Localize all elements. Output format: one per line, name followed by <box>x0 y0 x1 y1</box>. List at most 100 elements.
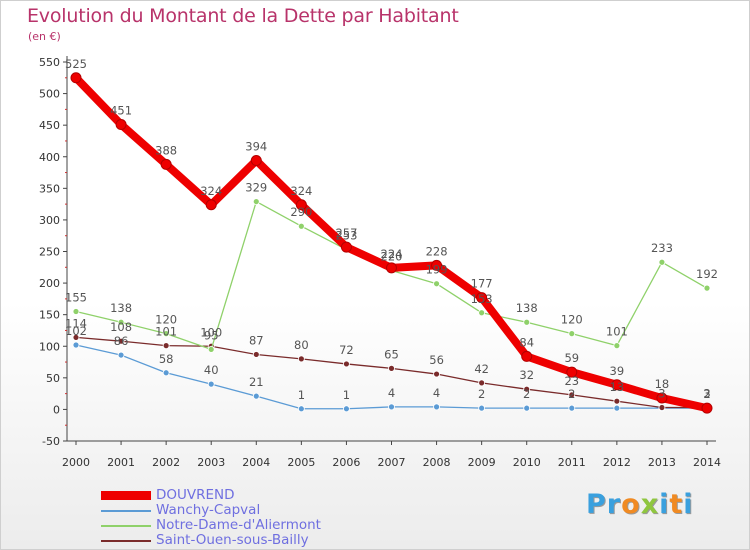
data-label: 257 <box>335 226 357 240</box>
data-point <box>252 198 260 205</box>
data-label: 233 <box>651 241 673 255</box>
data-point <box>523 385 531 393</box>
data-label: 42 <box>474 362 489 376</box>
legend-swatch-douvrend <box>101 491 151 500</box>
x-tick-label: 2009 <box>468 456 496 469</box>
data-label: 2 <box>568 387 575 401</box>
x-tick-label: 2004 <box>242 456 270 469</box>
data-point <box>297 222 305 230</box>
data-point <box>611 379 623 391</box>
data-label: 4 <box>388 386 395 400</box>
logo-letter: i <box>683 489 694 520</box>
x-tick-label: 2001 <box>107 456 135 469</box>
data-point <box>433 403 440 411</box>
data-label: 56 <box>429 353 444 367</box>
data-label: 3 <box>703 387 710 401</box>
y-tick-label: -50 <box>42 435 60 448</box>
data-point <box>568 330 576 338</box>
legend-swatch-notre-dame <box>101 525 151 527</box>
x-tick-label: 2008 <box>423 456 451 469</box>
logo-letter: x <box>640 489 660 520</box>
data-point <box>433 280 440 288</box>
data-label: 1 <box>343 388 350 402</box>
y-tick-label: 300 <box>39 214 60 227</box>
legend-swatch-wanchy-capval <box>101 510 151 512</box>
data-label: 39 <box>610 364 625 378</box>
data-point <box>568 404 576 412</box>
data-label: 394 <box>245 140 267 154</box>
data-label: 40 <box>204 363 219 377</box>
data-label: 87 <box>249 333 264 347</box>
y-tick-label: 150 <box>39 309 60 322</box>
data-label: 65 <box>384 347 399 361</box>
data-label: 23 <box>564 374 579 388</box>
data-point <box>568 391 576 399</box>
data-point <box>72 334 80 341</box>
y-tick-label: 400 <box>39 151 60 164</box>
data-point <box>478 379 486 387</box>
data-point <box>613 397 621 405</box>
data-label: 21 <box>249 375 264 389</box>
data-point <box>386 262 397 274</box>
data-label: 192 <box>696 267 718 281</box>
data-point <box>115 119 127 131</box>
x-tick-label: 2012 <box>603 456 631 469</box>
data-point <box>117 337 125 345</box>
data-point <box>658 258 666 266</box>
data-point <box>295 199 307 211</box>
data-point <box>478 309 486 317</box>
data-label: 100 <box>200 325 222 339</box>
data-point <box>297 355 305 363</box>
data-label: 101 <box>155 325 177 339</box>
data-point <box>433 370 440 378</box>
y-tick-label: 450 <box>39 119 60 132</box>
x-tick-label: 2011 <box>558 456 586 469</box>
logo-letter: t <box>669 489 684 520</box>
data-point <box>252 392 260 400</box>
data-label: 72 <box>339 343 354 357</box>
logo-letter: P <box>586 489 607 520</box>
chart-title: Evolution du Montant de la Dette par Hab… <box>27 5 459 27</box>
data-point <box>431 259 443 271</box>
data-point <box>343 405 350 413</box>
data-label: 388 <box>155 143 177 157</box>
data-label: 59 <box>564 351 579 365</box>
data-label: 86 <box>114 334 129 348</box>
data-point <box>205 199 217 211</box>
data-label: 329 <box>245 181 267 195</box>
x-tick-label: 2010 <box>513 456 541 469</box>
data-label: 290 <box>290 205 312 219</box>
data-point <box>658 404 666 411</box>
legend-swatch-saint-ouen <box>101 540 151 542</box>
data-point <box>162 342 170 350</box>
data-label: 58 <box>159 352 174 366</box>
data-label: 525 <box>65 57 87 71</box>
data-label: 101 <box>606 325 628 339</box>
data-label: 2 <box>523 387 530 401</box>
data-label: 108 <box>110 320 132 334</box>
y-tick-label: 0 <box>53 403 60 416</box>
data-label: 32 <box>519 368 534 382</box>
data-point <box>566 366 578 378</box>
data-point <box>703 284 711 292</box>
data-point <box>160 158 172 170</box>
data-point <box>613 404 621 412</box>
data-point <box>162 369 170 377</box>
data-label: 224 <box>381 247 403 261</box>
data-label: 3 <box>658 387 665 401</box>
data-point <box>476 292 488 304</box>
data-label: 253 <box>335 229 357 243</box>
data-label: 80 <box>294 338 309 352</box>
data-point <box>72 308 80 315</box>
data-label: 155 <box>65 291 87 305</box>
data-point <box>207 380 215 388</box>
data-point <box>70 72 82 84</box>
data-point <box>297 405 305 413</box>
legend-label: Wanchy-Capval <box>156 502 261 518</box>
data-point <box>117 318 125 326</box>
data-point <box>72 341 80 349</box>
data-label: 153 <box>471 292 493 306</box>
unit-label: (en €) <box>28 30 61 43</box>
